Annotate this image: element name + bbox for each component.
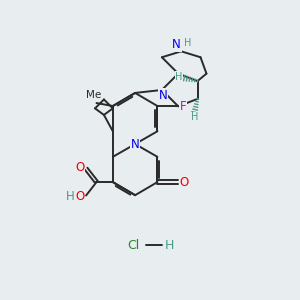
- Text: H: H: [176, 72, 183, 82]
- Text: N: N: [159, 89, 168, 102]
- Text: O: O: [75, 161, 84, 174]
- Text: H: H: [191, 112, 199, 122]
- Text: O: O: [180, 176, 189, 189]
- Text: N: N: [172, 38, 181, 51]
- Text: O: O: [75, 190, 84, 203]
- Text: H: H: [165, 238, 174, 252]
- Text: H: H: [66, 190, 75, 203]
- Text: Me: Me: [86, 90, 101, 100]
- Text: Cl: Cl: [128, 238, 140, 252]
- Text: N: N: [131, 138, 140, 151]
- Text: H: H: [184, 38, 191, 48]
- Text: F: F: [179, 100, 186, 112]
